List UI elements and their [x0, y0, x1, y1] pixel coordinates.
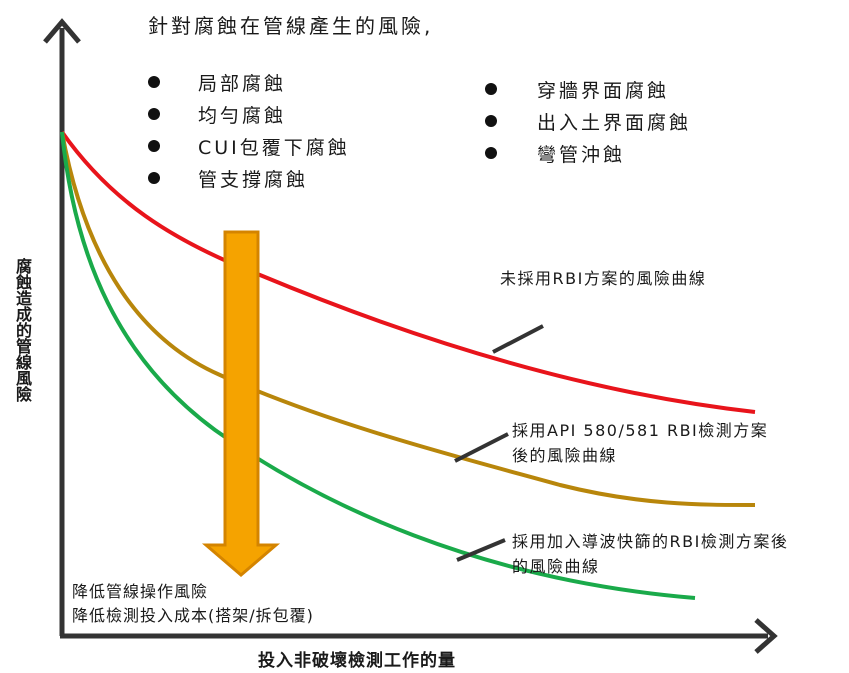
y-axis-arrowhead [43, 18, 81, 44]
risk-list-item: 彎管沖蝕 [485, 137, 691, 169]
bullet-icon [148, 172, 160, 184]
curve-label-no-rbi: 未採用RBI方案的風險曲線 [500, 269, 707, 288]
x-axis-label: 投入非破壞檢測工作的量 [258, 651, 456, 671]
risk-list-right: 穿牆界面腐蝕 出入土界面腐蝕 彎管沖蝕 [485, 73, 691, 169]
risk-list-left: 局部腐蝕 均勻腐蝕 CUI包覆下腐蝕 管支撐腐蝕 [148, 66, 350, 194]
leader-line-api-rbi [454, 432, 509, 463]
risk-list-item: 管支撐腐蝕 [148, 162, 350, 194]
leader-line-no-rbi [492, 324, 544, 354]
risk-reduction-arrow [201, 230, 281, 577]
risk-curve-api-rbi [60, 131, 756, 507]
bullet-icon [148, 76, 160, 88]
leader-line-guided-wave-rbi [456, 538, 506, 562]
y-axis-label: 腐蝕造成的管線風險 [13, 258, 32, 402]
risk-curve-no-rbi [60, 130, 756, 414]
curve-label-guided-wave-rbi: 採用加入導波快篩的RBI檢測方案後 的風險曲線 [512, 532, 789, 576]
risk-list-item: 出入土界面腐蝕 [485, 105, 691, 137]
bullet-icon [148, 140, 160, 152]
risk-list-item: 均勻腐蝕 [148, 98, 350, 130]
x-axis-arrowhead [754, 618, 778, 654]
bullet-icon [148, 108, 160, 120]
risk-list-item: 穿牆界面腐蝕 [485, 73, 691, 105]
benefit-note: 降低管線操作風險 降低檢測投入成本(搭架/拆包覆) [72, 582, 314, 625]
risk-list-item: CUI包覆下腐蝕 [148, 130, 350, 162]
risk-list-item: 局部腐蝕 [148, 66, 350, 98]
page-title: 針對腐蝕在管線產生的風險, [148, 14, 434, 38]
curve-label-api-rbi: 採用API 580/581 RBI檢測方案 後的風險曲線 [512, 421, 769, 465]
bullet-icon [485, 115, 497, 127]
bullet-icon [485, 147, 497, 159]
bullet-icon [485, 83, 497, 95]
